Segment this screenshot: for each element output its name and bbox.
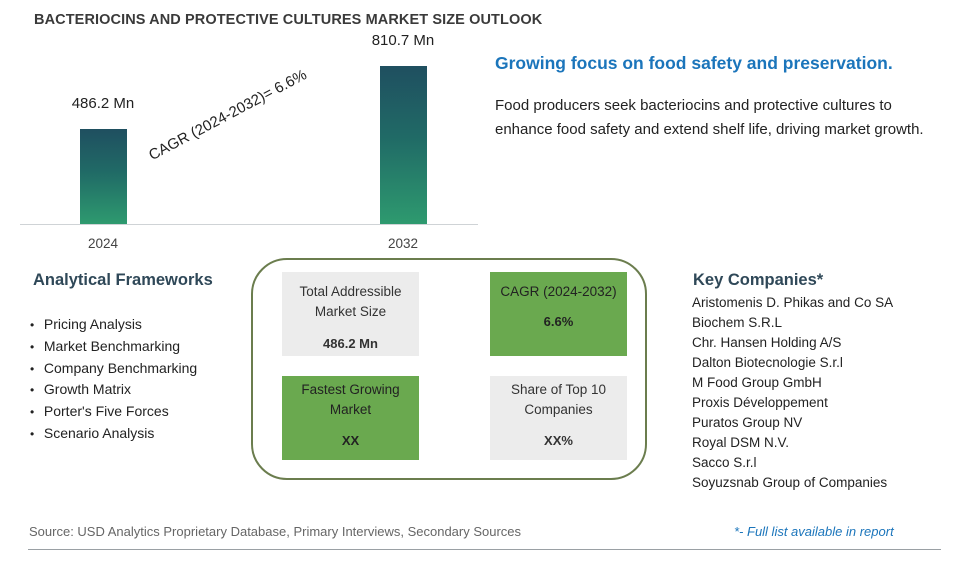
cagr-annotation: CAGR (2024-2032)= 6.6% [146, 66, 310, 165]
source-note: Source: USD Analytics Proprietary Databa… [29, 524, 522, 539]
bullet-icon: • [30, 426, 35, 441]
bar-2024 [79, 129, 127, 224]
fastest-growing-value: XX [341, 433, 360, 448]
full-list-note: *- Full list available in report [734, 524, 894, 539]
bullet-icon: • [30, 405, 35, 420]
list-item: • Pricing Analysis [30, 314, 197, 336]
tam-label: Total Addressible Market Size [299, 284, 402, 319]
list-item: • Market Benchmarking [30, 336, 197, 358]
bullet-icon: • [30, 361, 35, 376]
market-description: Food producers seek bacteriocins and pro… [495, 97, 924, 138]
list-item: Soyuzsnab Group of Companies [692, 475, 888, 490]
bullet-icon: • [30, 383, 35, 398]
list-item: Puratos Group NV [692, 415, 803, 430]
top10-share-card: Share of Top 10 Companies XX% [490, 376, 627, 460]
bar-value-label-2024: 486.2 Mn [71, 95, 135, 112]
list-item: Royal DSM N.V. [692, 435, 790, 450]
key-companies-title: Key Companies* [693, 271, 824, 289]
metrics-panel [251, 258, 647, 480]
tam-card: Total Addressible Market Size 486.2 Mn [282, 272, 419, 356]
list-item: Sacco S.r.l [692, 455, 757, 470]
key-companies-list: Aristomenis D. Phikas and Co SA Biochem … [692, 293, 893, 493]
fastest-growing-label: Fastest Growing Market [301, 382, 400, 417]
bar-value-label-2032: 810.7 Mn [371, 32, 435, 49]
analytical-frameworks-list: • Pricing Analysis • Market Benchmarking… [30, 314, 197, 445]
list-item: Proxis Développement [692, 395, 828, 410]
list-item: • Company Benchmarking [30, 358, 197, 380]
footer-divider [28, 549, 941, 550]
list-item: • Porter's Five Forces [30, 401, 197, 423]
bullet-icon: • [30, 318, 35, 332]
top10-share-label: Share of Top 10 Companies [510, 382, 607, 417]
list-item: • Scenario Analysis [30, 423, 197, 445]
market-size-chart: 486.2 Mn 810.7 Mn 2024 2032 CAGR (2024-2… [0, 0, 490, 262]
list-item: Dalton Biotecnologie S.r.l [692, 355, 843, 370]
bar-2032 [379, 66, 427, 224]
list-item: • Growth Matrix [30, 379, 197, 401]
x-tick-label-2024: 2024 [87, 236, 119, 251]
cagr-card: CAGR (2024-2032) 6.6% [490, 272, 627, 356]
analytical-frameworks-title: Analytical Frameworks [33, 271, 213, 289]
list-item: Chr. Hansen Holding A/S [692, 335, 842, 350]
x-tick-label-2032: 2032 [387, 236, 419, 251]
x-axis-line [20, 224, 478, 225]
bullet-icon: • [30, 339, 35, 354]
fastest-growing-card: Fastest Growing Market XX [282, 376, 419, 460]
list-item: Aristomenis D. Phikas and Co SA [692, 295, 894, 310]
top10-share-value: XX% [544, 433, 573, 448]
headline: Growing focus on food safety and preserv… [495, 53, 893, 73]
tam-value: 486.2 Mn [323, 336, 378, 351]
cagr-label: CAGR (2024-2032) [500, 284, 617, 299]
list-item: M Food Group GmbH [692, 375, 822, 390]
cagr-value: 6.6% [543, 314, 574, 329]
chart-title: BACTERIOCINS AND PROTECTIVE CULTURES MAR… [34, 12, 543, 28]
list-item: Biochem S.R.L [692, 315, 783, 330]
